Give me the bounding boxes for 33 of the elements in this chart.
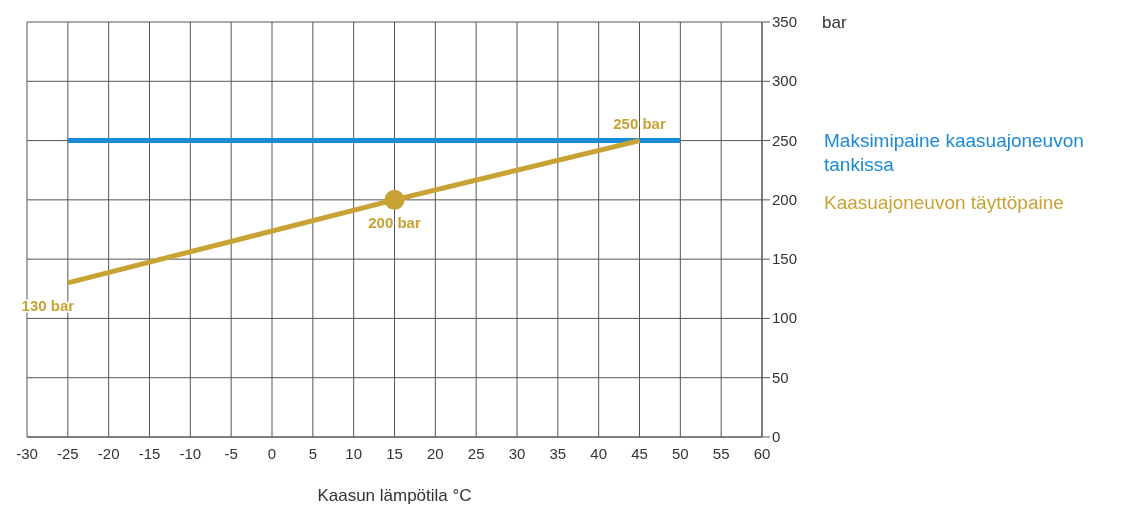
x-tick-label: -20	[97, 445, 120, 462]
x-tick-label: -10	[179, 445, 202, 462]
x-axis-title: Kaasun lämpötila °C	[317, 486, 472, 505]
x-tick-label: -15	[138, 445, 161, 462]
x-tick-label: 45	[631, 445, 648, 462]
x-tick-label: 5	[308, 445, 318, 462]
data-label: 200 bar	[368, 213, 421, 231]
x-tick-label: 30	[508, 445, 526, 462]
y-tick-label: 300	[772, 72, 798, 90]
x-tick-label: -5	[224, 445, 238, 462]
x-tick-label: 50	[671, 445, 689, 462]
y-axis-title: bar	[822, 13, 847, 32]
x-tick-label: 0	[267, 445, 277, 462]
y-tick-label: 50	[772, 368, 789, 386]
y-tick-label: 250	[772, 131, 798, 149]
x-tick-label: 20	[426, 445, 444, 462]
x-tick-label: 10	[345, 445, 363, 462]
x-tick-label: -25	[56, 445, 79, 462]
x-tick-label: 35	[549, 445, 567, 462]
x-tick-label: 40	[590, 445, 608, 462]
x-tick-label: 15	[386, 445, 403, 462]
x-tick-label: -30	[16, 445, 38, 462]
y-tick-label: 0	[772, 428, 781, 445]
y-tick-label: 100	[772, 309, 798, 327]
y-tick-label: 200	[772, 190, 798, 208]
x-tick-label: 60	[753, 445, 771, 462]
text: Maksimipaine kaasuajoneuvon tankissa	[824, 129, 1084, 175]
y-tick-label: 350	[772, 13, 798, 30]
x-tick-label: 55	[712, 445, 730, 462]
x-tick-label: 25	[467, 445, 485, 462]
y-tick-label: 150	[772, 250, 798, 268]
text: Kaasuajoneuvon täyttöpaine	[824, 191, 1064, 213]
data-label: 250 bar	[613, 114, 666, 132]
